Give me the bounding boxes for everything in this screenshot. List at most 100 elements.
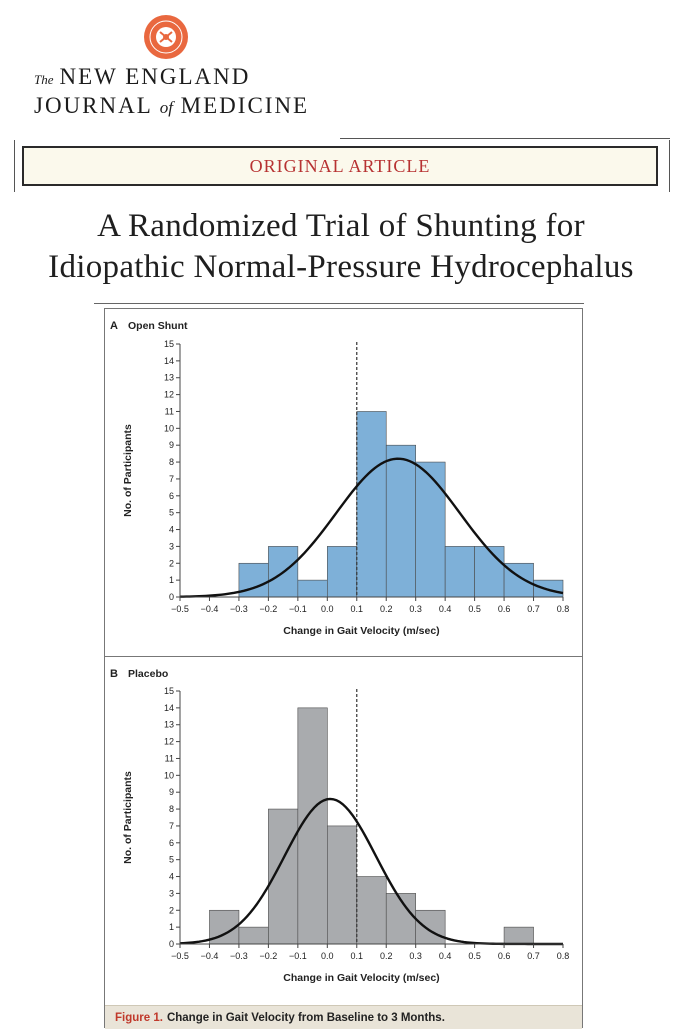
histogram-bar (415, 461, 446, 598)
histogram-bar (356, 411, 387, 598)
y-tick-label: 15 (164, 686, 174, 696)
figure-caption-text: Change in Gait Velocity from Baseline to… (166, 1011, 445, 1024)
article-type-banner: ORIGINAL ARTICLE (22, 146, 658, 186)
x-tick-label: −0.4 (201, 951, 219, 961)
y-tick-label: 10 (164, 423, 174, 433)
y-tick-label: 12 (164, 737, 174, 747)
x-tick-label: 0.2 (380, 604, 393, 614)
figure-label: Figure 1. (115, 1011, 163, 1024)
x-axis-label: Change in Gait Velocity (m/sec) (283, 972, 439, 984)
x-tick-label: 0.1 (351, 951, 364, 961)
histogram-bar (385, 893, 416, 945)
x-tick-label: 0.6 (498, 604, 511, 614)
histogram-bar (297, 707, 328, 945)
panel-title: Placebo (128, 668, 168, 680)
x-tick-label: 0.3 (409, 604, 422, 614)
y-tick-label: 6 (169, 838, 174, 848)
y-tick-label: 13 (164, 373, 174, 383)
article-type-label: ORIGINAL ARTICLE (249, 155, 431, 176)
panel-letter: B (110, 668, 118, 680)
x-tick-label: 0.0 (321, 951, 334, 961)
y-tick-label: 3 (169, 541, 174, 551)
x-tick-label: −0.5 (171, 951, 189, 961)
y-axis-label: No. of Participants (122, 424, 134, 517)
y-tick-label: 8 (169, 457, 174, 467)
figure-box: A Open Shunt 0 1 2 3 4 5 6 7 8 9 10 11 12 13 14 15 −0.5 −0.… (104, 308, 583, 1029)
histogram-bar (385, 444, 416, 598)
y-tick-label: 5 (169, 508, 174, 518)
y-tick-label: 14 (164, 356, 174, 366)
article-title-line1: A Randomized Trial of Shunting for (97, 208, 585, 244)
x-tick-label: 0.5 (468, 951, 481, 961)
x-tick-label: 0.3 (409, 951, 422, 961)
y-tick-label: 0 (169, 592, 174, 602)
x-tick-label: 0.4 (439, 604, 452, 614)
x-tick-label: 0.5 (468, 604, 481, 614)
y-tick-label: 1 (169, 922, 174, 932)
x-tick-label: −0.2 (259, 951, 277, 961)
banner-frame (14, 140, 670, 192)
y-tick-label: 2 (169, 905, 174, 915)
histogram-bar (297, 579, 328, 598)
y-tick-label: 3 (169, 888, 174, 898)
x-tick-label: 0.8 (557, 951, 570, 961)
x-axis-label: Change in Gait Velocity (m/sec) (283, 625, 439, 637)
y-tick-label: 15 (164, 339, 174, 349)
masthead-the: The (34, 72, 54, 87)
y-axis-label: No. of Participants (122, 771, 134, 864)
x-tick-label: 0.7 (527, 951, 540, 961)
x-tick-label: 0.7 (527, 604, 540, 614)
y-tick-label: 11 (165, 753, 174, 763)
title-rule (94, 303, 584, 304)
histogram-bar (356, 876, 387, 945)
y-tick-label: 6 (169, 491, 174, 501)
y-tick-label: 0 (169, 939, 174, 949)
x-tick-label: 0.0 (321, 604, 334, 614)
y-tick-label: 1 (169, 575, 174, 585)
y-tick-label: 12 (164, 390, 174, 400)
histogram-bar (415, 909, 446, 945)
x-tick-label: −0.3 (230, 951, 248, 961)
y-tick-label: 13 (164, 720, 174, 730)
journal-seal-logo (144, 15, 188, 59)
masthead-line1: NEW ENGLAND (59, 64, 251, 89)
histogram-bar (327, 825, 358, 945)
y-tick-label: 7 (169, 821, 174, 831)
x-tick-label: −0.5 (171, 604, 189, 614)
masthead-medicine: MEDICINE (180, 93, 310, 118)
y-tick-label: 8 (169, 804, 174, 814)
panel-letter: A (110, 320, 118, 332)
masthead-journal: JOURNAL (34, 93, 152, 118)
y-tick-label: 4 (169, 525, 174, 535)
masthead-of: of (159, 98, 173, 117)
x-tick-label: −0.1 (289, 604, 307, 614)
article-title: A Randomized Trial of Shunting for Idiop… (0, 206, 682, 288)
y-tick-label: 7 (169, 474, 174, 484)
x-tick-label: 0.2 (380, 951, 393, 961)
histogram-bar (444, 546, 475, 598)
y-tick-label: 9 (169, 440, 174, 450)
journal-masthead: The NEW ENGLAND JOURNAL of MEDICINE (34, 64, 309, 121)
y-tick-label: 2 (169, 558, 174, 568)
x-tick-label: 0.1 (351, 604, 364, 614)
article-title-line2: Idiopathic Normal-Pressure Hydrocephalus (48, 249, 634, 285)
histogram-bar (503, 926, 534, 945)
x-tick-label: −0.2 (259, 604, 277, 614)
y-tick-label: 10 (164, 770, 174, 780)
x-tick-label: 0.4 (439, 951, 452, 961)
y-tick-label: 14 (164, 703, 174, 713)
y-tick-label: 9 (169, 787, 174, 797)
x-tick-label: 0.8 (557, 604, 570, 614)
x-tick-label: −0.1 (289, 951, 307, 961)
histogram-bar (327, 546, 358, 598)
x-tick-label: 0.6 (498, 951, 511, 961)
x-tick-label: −0.4 (201, 604, 219, 614)
panel-title: Open Shunt (128, 320, 188, 332)
y-tick-label: 5 (169, 855, 174, 865)
y-tick-label: 4 (169, 872, 174, 882)
y-tick-label: 11 (165, 406, 174, 416)
figure-caption: Figure 1. Change in Gait Velocity from B… (105, 1005, 582, 1029)
